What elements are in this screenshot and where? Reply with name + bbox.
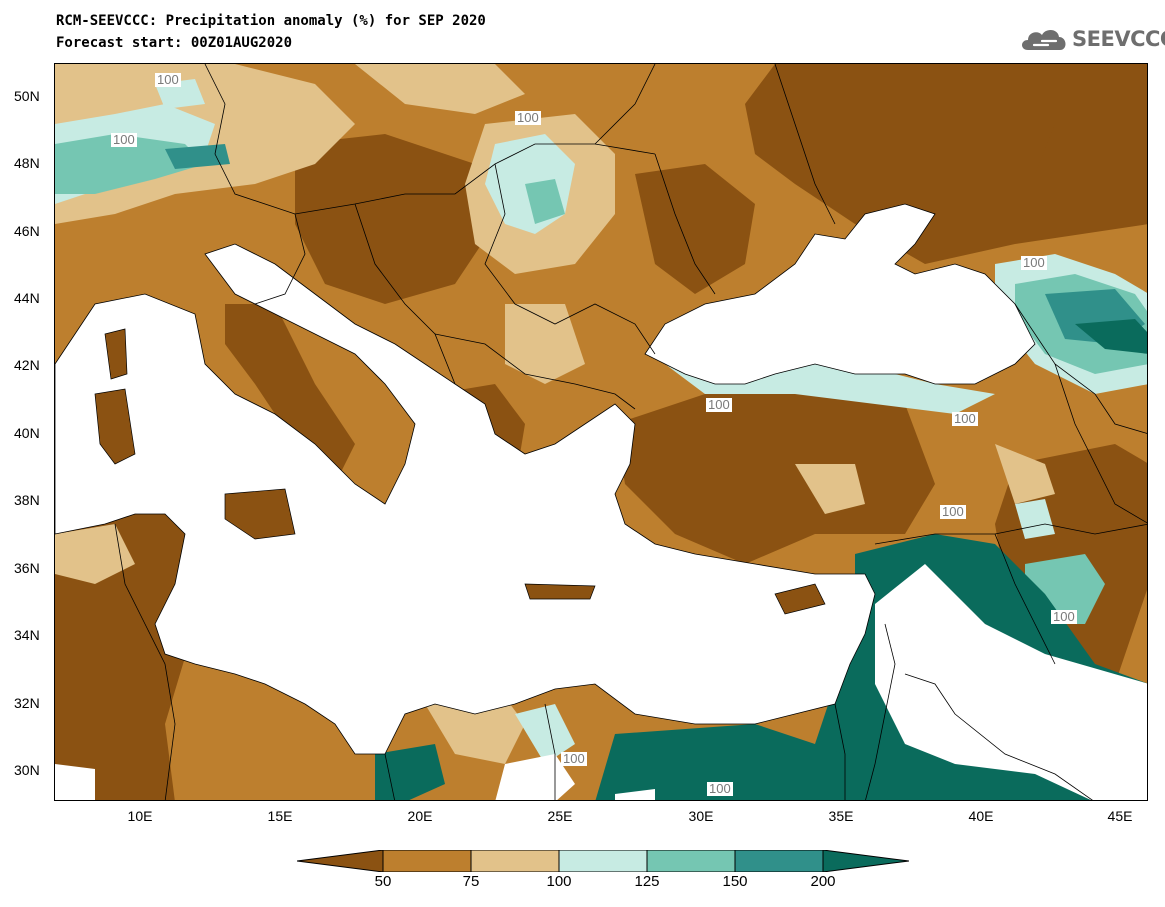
lat-label: 36N	[14, 560, 40, 576]
lon-label: 10E	[127, 808, 153, 824]
logo-text: SEEVCCC	[1072, 27, 1165, 51]
map-title: RCM-SEEVCCC: Precipitation anomaly (%) f…	[56, 13, 486, 29]
lat-label: 32N	[14, 695, 40, 711]
colorbar-label: 200	[810, 873, 836, 890]
lat-label: 42N	[14, 357, 40, 373]
colorbar-segment	[646, 850, 736, 872]
lat-label: 46N	[14, 223, 40, 239]
cloud-icon	[1022, 29, 1066, 50]
lon-label: 40E	[968, 808, 994, 824]
lat-label: 34N	[14, 627, 40, 643]
contour-label: 100	[952, 411, 978, 426]
lon-label: 25E	[547, 808, 573, 824]
lon-label: 45E	[1107, 808, 1133, 824]
colorbar-segment	[558, 850, 648, 872]
colorbar-segment	[734, 850, 824, 872]
contour-label: 100	[940, 504, 966, 519]
colorbar-segment	[470, 850, 560, 872]
contour-label: 100	[515, 110, 541, 125]
contour-label: 100	[561, 751, 587, 766]
lon-label: 30E	[688, 808, 714, 824]
colorbar-segment	[297, 850, 384, 872]
contour-label: 100	[1051, 609, 1077, 624]
colorbar-label: 75	[462, 873, 480, 890]
islands	[94, 328, 826, 615]
lon-label: 35E	[828, 808, 854, 824]
colorbar-segment	[822, 850, 909, 872]
lat-label: 48N	[14, 155, 40, 171]
colorbar	[297, 850, 909, 872]
contour-label: 100	[155, 72, 181, 87]
colorbar-label: 125	[634, 873, 660, 890]
colorbar-label: 100	[546, 873, 572, 890]
contour-label: 100	[707, 781, 733, 796]
map-plot-area: 100 100 100 100 100 100 100 100 100 100 …	[54, 63, 1148, 801]
lon-label: 20E	[407, 808, 433, 824]
lat-label: 50N	[14, 88, 40, 104]
colorbar-label: 150	[722, 873, 748, 890]
contour-label: 100	[706, 397, 732, 412]
lat-label: 30N	[14, 762, 40, 778]
forecast-start-label: Forecast start: 00Z01AUG2020	[56, 35, 293, 51]
black-sea	[644, 203, 1036, 385]
colorbar-label: 50	[374, 873, 392, 890]
seevccc-logo: SEEVCCC	[1018, 24, 1165, 54]
contour-label: 100	[1021, 255, 1047, 270]
colorbar-segment	[382, 850, 472, 872]
country-borders	[114, 64, 1147, 800]
lat-label: 38N	[14, 492, 40, 508]
anomaly-map	[55, 64, 1147, 800]
lon-label: 15E	[267, 808, 293, 824]
mediterranean-sea	[55, 243, 876, 755]
lat-label: 40N	[14, 425, 40, 441]
lat-label: 44N	[14, 290, 40, 306]
contour-label: 100	[111, 132, 137, 147]
